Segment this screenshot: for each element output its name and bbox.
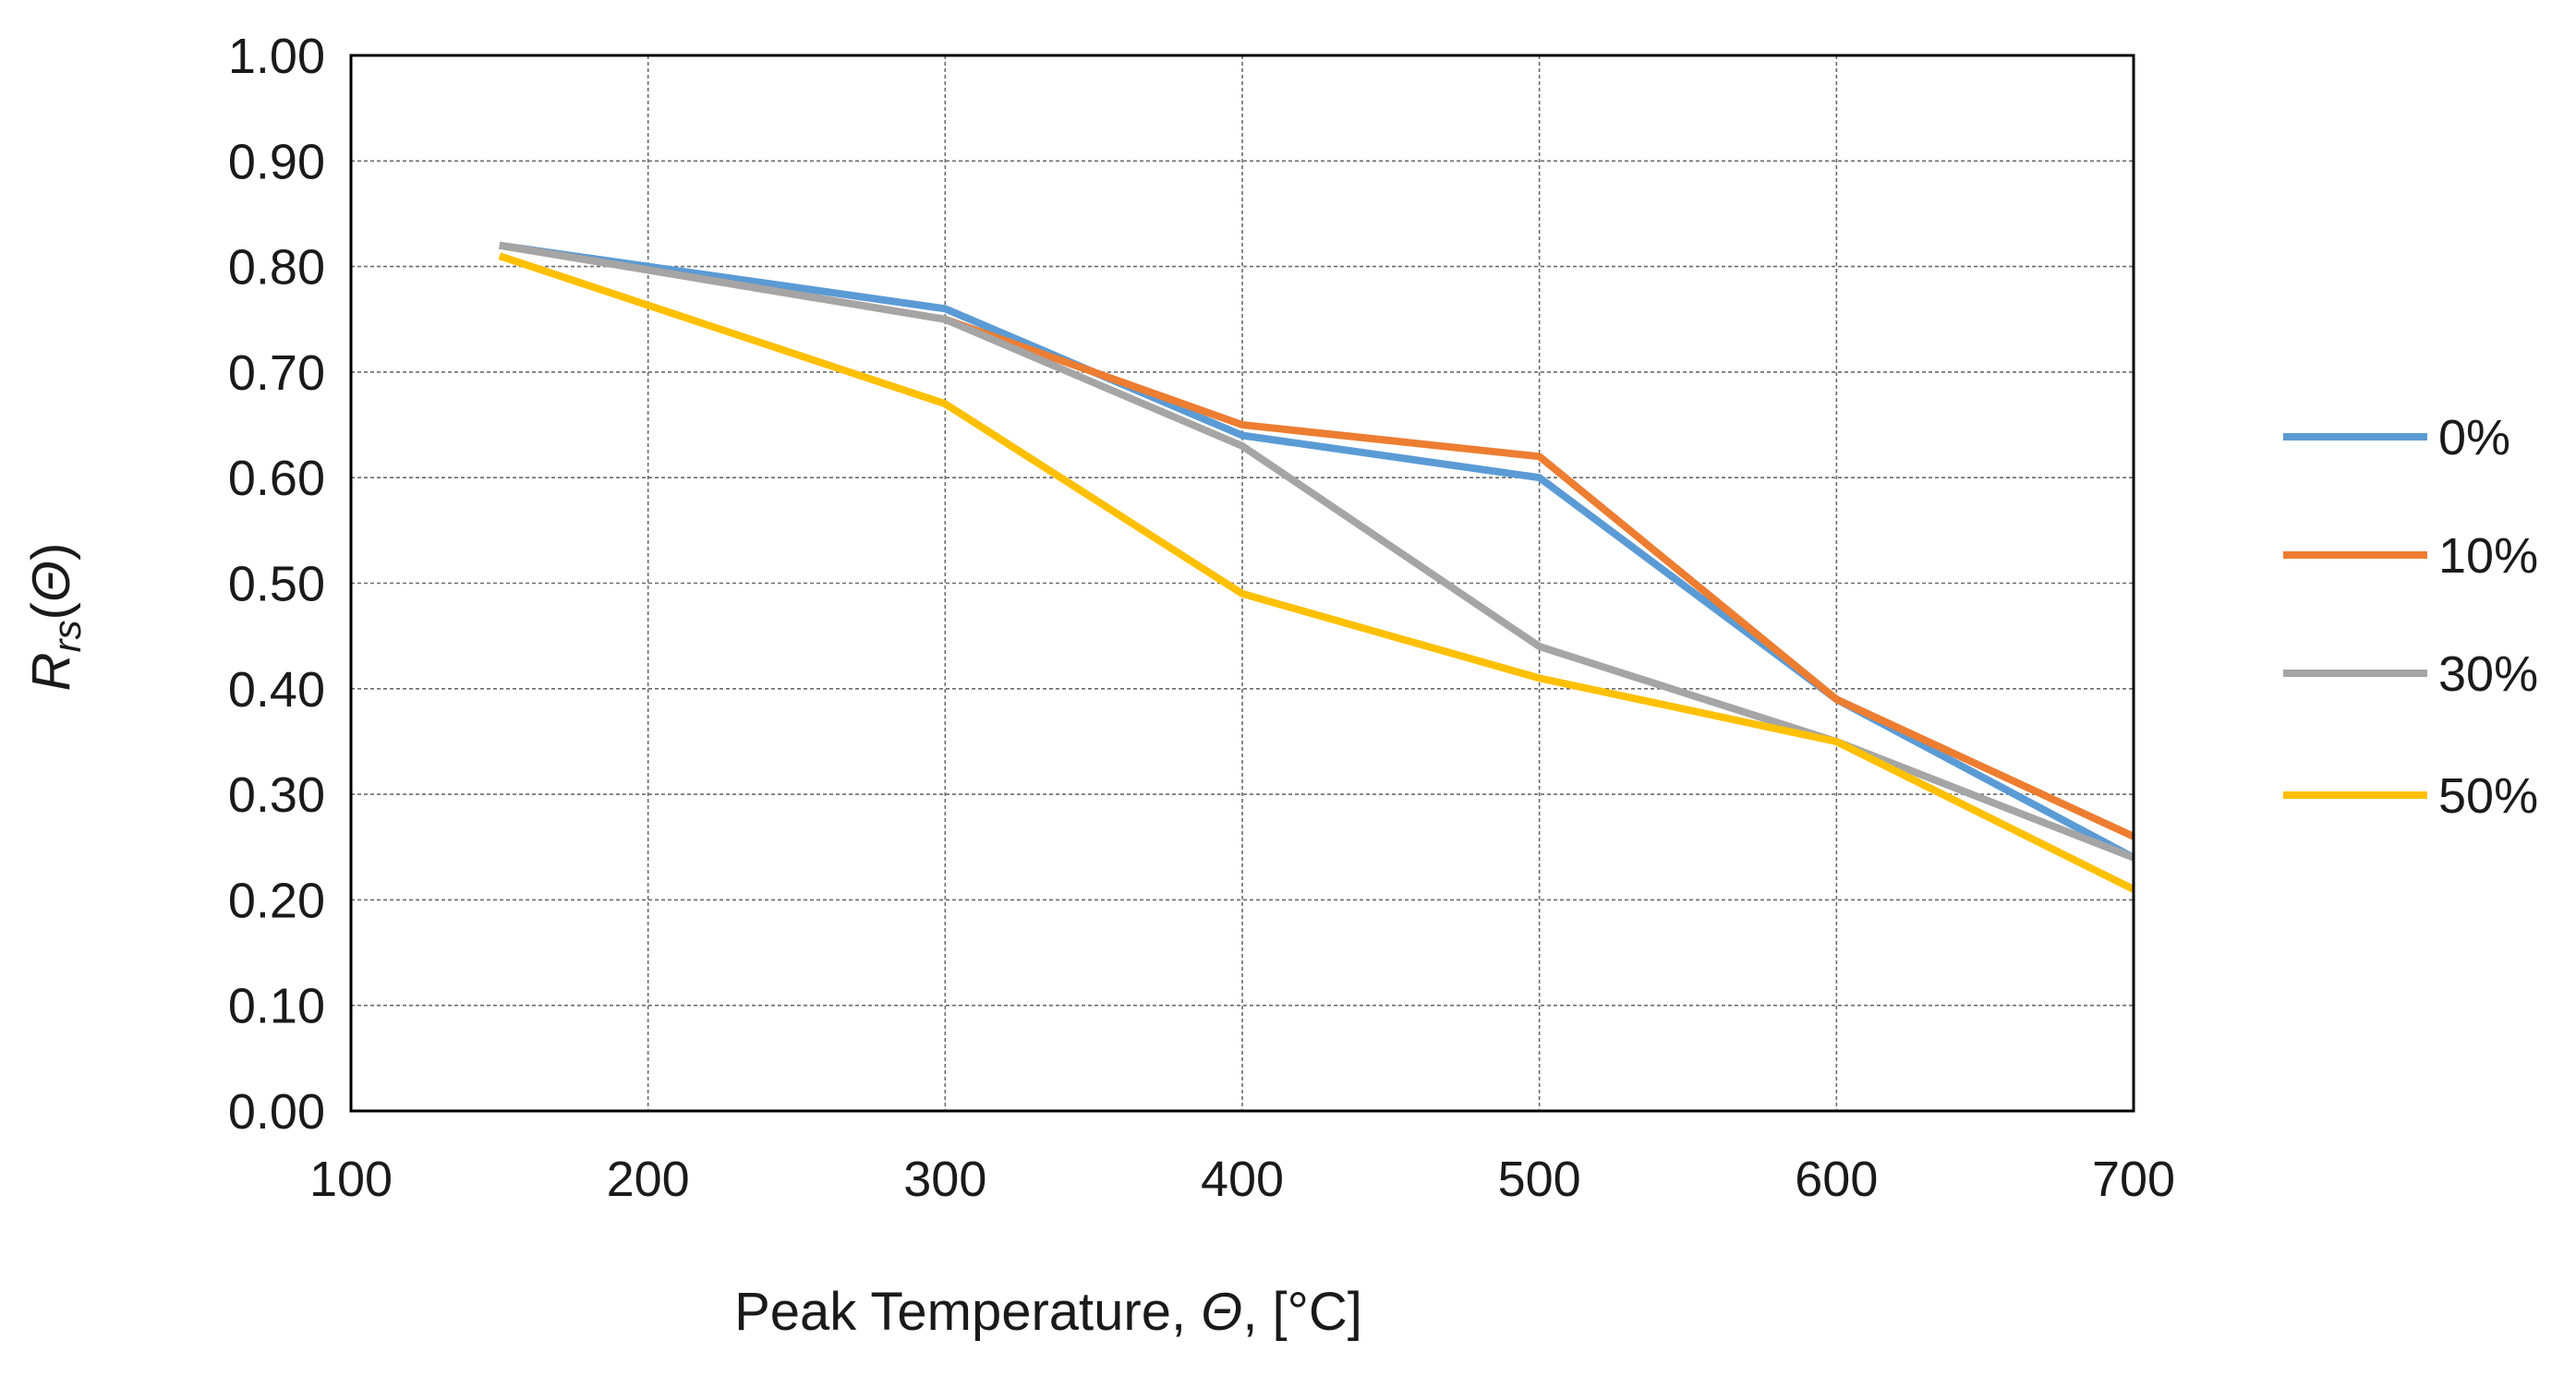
- data-series: [498, 241, 2135, 893]
- x-axis-tick-labels: 100 200 300 400 500 600 700: [309, 1152, 2175, 1207]
- y-tick-label: 0.20: [228, 873, 325, 928]
- y-tick-label: 0.70: [228, 345, 325, 401]
- grid-lines: [351, 55, 2134, 1111]
- series-line-30-pct: [499, 241, 2135, 862]
- y-tick-label: 0.90: [228, 134, 325, 189]
- y-axis-title: Rrs(Θ): [21, 543, 89, 692]
- x-axis-title: Peak Temperature, Θ, [°C]: [734, 1282, 1362, 1342]
- series-line-50-pct: [498, 252, 2135, 893]
- legend-label-0-pct: 0%: [2438, 410, 2510, 465]
- x-tick-label: 200: [607, 1152, 690, 1207]
- x-tick-label: 600: [1795, 1152, 1878, 1207]
- x-tick-label: 300: [903, 1152, 986, 1207]
- y-tick-label: 0.40: [228, 662, 325, 718]
- plot-frame: [349, 54, 2135, 1113]
- legend-label-10-pct: 10%: [2438, 528, 2538, 584]
- legend-label-30-pct: 30%: [2438, 646, 2538, 702]
- y-tick-label: 0.00: [228, 1084, 325, 1140]
- y-tick-label: 0.60: [228, 451, 325, 506]
- y-tick-label: 0.10: [228, 979, 325, 1034]
- y-tick-label: 0.80: [228, 240, 325, 296]
- y-axis-tick-labels: 0.00 0.10 0.20 0.30 0.40 0.50 0.60 0.70 0.80 0.90…: [228, 29, 325, 1140]
- legend: 0% 10% 30% 50%: [2283, 410, 2538, 824]
- legend-label-50-pct: 50%: [2438, 768, 2538, 824]
- y-tick-label: 0.30: [228, 767, 325, 823]
- x-tick-label: 100: [309, 1152, 393, 1207]
- x-tick-label: 500: [1498, 1152, 1581, 1207]
- y-tick-label: 0.50: [228, 557, 325, 612]
- y-tick-label: 1.00: [228, 29, 325, 84]
- x-tick-label: 400: [1201, 1152, 1284, 1207]
- x-tick-label: 700: [2092, 1152, 2175, 1207]
